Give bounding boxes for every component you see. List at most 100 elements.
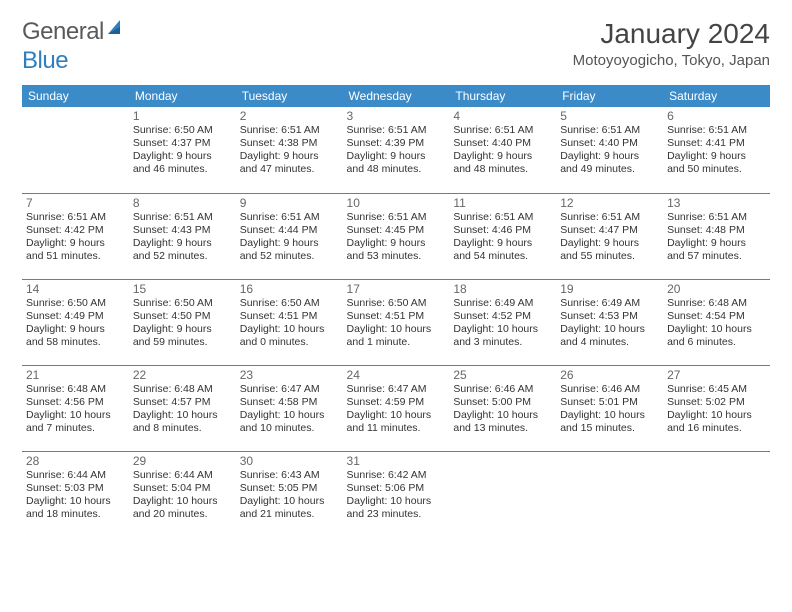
daylight-text: and 53 minutes. xyxy=(347,250,446,263)
daylight-text: and 52 minutes. xyxy=(133,250,232,263)
daylight-text: and 49 minutes. xyxy=(560,163,659,176)
sunset-text: Sunset: 4:46 PM xyxy=(453,224,552,237)
daylight-text: and 48 minutes. xyxy=(347,163,446,176)
daylight-text: Daylight: 9 hours xyxy=(133,237,232,250)
logo-text-a: General xyxy=(22,18,104,46)
weekday-header: Monday xyxy=(129,85,236,107)
sunset-text: Sunset: 4:50 PM xyxy=(133,310,232,323)
day-number: 22 xyxy=(133,368,232,382)
daylight-text: Daylight: 10 hours xyxy=(560,323,659,336)
daylight-text: and 47 minutes. xyxy=(240,163,339,176)
calendar-cell: 24Sunrise: 6:47 AMSunset: 4:59 PMDayligh… xyxy=(343,365,450,451)
day-number: 20 xyxy=(667,282,766,296)
daylight-text: Daylight: 10 hours xyxy=(26,495,125,508)
sunset-text: Sunset: 5:00 PM xyxy=(453,396,552,409)
calendar-row: 28Sunrise: 6:44 AMSunset: 5:03 PMDayligh… xyxy=(22,451,770,537)
daylight-text: Daylight: 9 hours xyxy=(453,150,552,163)
sunrise-text: Sunrise: 6:46 AM xyxy=(453,383,552,396)
day-number: 2 xyxy=(240,109,339,123)
day-number: 15 xyxy=(133,282,232,296)
sunset-text: Sunset: 4:45 PM xyxy=(347,224,446,237)
daylight-text: and 52 minutes. xyxy=(240,250,339,263)
daylight-text: Daylight: 9 hours xyxy=(133,323,232,336)
daylight-text: and 0 minutes. xyxy=(240,336,339,349)
sunrise-text: Sunrise: 6:50 AM xyxy=(133,297,232,310)
day-number: 21 xyxy=(26,368,125,382)
day-number: 26 xyxy=(560,368,659,382)
daylight-text: Daylight: 9 hours xyxy=(667,237,766,250)
day-number: 25 xyxy=(453,368,552,382)
calendar-cell: 1Sunrise: 6:50 AMSunset: 4:37 PMDaylight… xyxy=(129,107,236,193)
calendar-cell: 3Sunrise: 6:51 AMSunset: 4:39 PMDaylight… xyxy=(343,107,450,193)
calendar-cell: 22Sunrise: 6:48 AMSunset: 4:57 PMDayligh… xyxy=(129,365,236,451)
sunrise-text: Sunrise: 6:42 AM xyxy=(347,469,446,482)
sunrise-text: Sunrise: 6:47 AM xyxy=(240,383,339,396)
calendar-row: 21Sunrise: 6:48 AMSunset: 4:56 PMDayligh… xyxy=(22,365,770,451)
daylight-text: and 51 minutes. xyxy=(26,250,125,263)
calendar-cell: 12Sunrise: 6:51 AMSunset: 4:47 PMDayligh… xyxy=(556,193,663,279)
day-number: 30 xyxy=(240,454,339,468)
day-number: 18 xyxy=(453,282,552,296)
sunrise-text: Sunrise: 6:45 AM xyxy=(667,383,766,396)
sunrise-text: Sunrise: 6:51 AM xyxy=(347,124,446,137)
day-number: 8 xyxy=(133,196,232,210)
calendar-cell: 15Sunrise: 6:50 AMSunset: 4:50 PMDayligh… xyxy=(129,279,236,365)
daylight-text: Daylight: 10 hours xyxy=(240,495,339,508)
sunrise-text: Sunrise: 6:50 AM xyxy=(133,124,232,137)
daylight-text: Daylight: 9 hours xyxy=(667,150,766,163)
daylight-text: and 13 minutes. xyxy=(453,422,552,435)
calendar-cell: 19Sunrise: 6:49 AMSunset: 4:53 PMDayligh… xyxy=(556,279,663,365)
sunset-text: Sunset: 4:51 PM xyxy=(240,310,339,323)
sunset-text: Sunset: 5:05 PM xyxy=(240,482,339,495)
sunrise-text: Sunrise: 6:50 AM xyxy=(347,297,446,310)
sunset-text: Sunset: 5:01 PM xyxy=(560,396,659,409)
daylight-text: Daylight: 10 hours xyxy=(26,409,125,422)
day-number: 12 xyxy=(560,196,659,210)
sunrise-text: Sunrise: 6:51 AM xyxy=(453,124,552,137)
calendar-cell: 17Sunrise: 6:50 AMSunset: 4:51 PMDayligh… xyxy=(343,279,450,365)
sunrise-text: Sunrise: 6:46 AM xyxy=(560,383,659,396)
sunrise-text: Sunrise: 6:48 AM xyxy=(667,297,766,310)
sunrise-text: Sunrise: 6:48 AM xyxy=(26,383,125,396)
daylight-text: Daylight: 9 hours xyxy=(240,237,339,250)
sunset-text: Sunset: 5:03 PM xyxy=(26,482,125,495)
calendar-cell: 4Sunrise: 6:51 AMSunset: 4:40 PMDaylight… xyxy=(449,107,556,193)
sunset-text: Sunset: 4:41 PM xyxy=(667,137,766,150)
sunrise-text: Sunrise: 6:48 AM xyxy=(133,383,232,396)
calendar-cell: 28Sunrise: 6:44 AMSunset: 5:03 PMDayligh… xyxy=(22,451,129,537)
daylight-text: Daylight: 10 hours xyxy=(667,323,766,336)
calendar-cell: 25Sunrise: 6:46 AMSunset: 5:00 PMDayligh… xyxy=(449,365,556,451)
day-number: 6 xyxy=(667,109,766,123)
daylight-text: and 7 minutes. xyxy=(26,422,125,435)
day-number: 19 xyxy=(560,282,659,296)
sunset-text: Sunset: 4:47 PM xyxy=(560,224,659,237)
sunrise-text: Sunrise: 6:44 AM xyxy=(26,469,125,482)
daylight-text: and 58 minutes. xyxy=(26,336,125,349)
daylight-text: Daylight: 10 hours xyxy=(240,323,339,336)
day-number: 5 xyxy=(560,109,659,123)
calendar-row: 1Sunrise: 6:50 AMSunset: 4:37 PMDaylight… xyxy=(22,107,770,193)
calendar-cell: 5Sunrise: 6:51 AMSunset: 4:40 PMDaylight… xyxy=(556,107,663,193)
calendar-cell: 7Sunrise: 6:51 AMSunset: 4:42 PMDaylight… xyxy=(22,193,129,279)
day-number: 17 xyxy=(347,282,446,296)
daylight-text: Daylight: 10 hours xyxy=(667,409,766,422)
calendar-cell: 14Sunrise: 6:50 AMSunset: 4:49 PMDayligh… xyxy=(22,279,129,365)
sunset-text: Sunset: 4:42 PM xyxy=(26,224,125,237)
daylight-text: and 46 minutes. xyxy=(133,163,232,176)
calendar-cell: 18Sunrise: 6:49 AMSunset: 4:52 PMDayligh… xyxy=(449,279,556,365)
calendar-cell xyxy=(556,451,663,537)
weekday-header: Tuesday xyxy=(236,85,343,107)
calendar-cell: 11Sunrise: 6:51 AMSunset: 4:46 PMDayligh… xyxy=(449,193,556,279)
calendar-cell: 2Sunrise: 6:51 AMSunset: 4:38 PMDaylight… xyxy=(236,107,343,193)
sunrise-text: Sunrise: 6:49 AM xyxy=(560,297,659,310)
sunset-text: Sunset: 4:51 PM xyxy=(347,310,446,323)
daylight-text: and 10 minutes. xyxy=(240,422,339,435)
daylight-text: Daylight: 10 hours xyxy=(347,323,446,336)
sunrise-text: Sunrise: 6:47 AM xyxy=(347,383,446,396)
sunrise-text: Sunrise: 6:44 AM xyxy=(133,469,232,482)
daylight-text: Daylight: 10 hours xyxy=(347,495,446,508)
sunset-text: Sunset: 4:43 PM xyxy=(133,224,232,237)
calendar-cell xyxy=(22,107,129,193)
calendar-cell: 9Sunrise: 6:51 AMSunset: 4:44 PMDaylight… xyxy=(236,193,343,279)
calendar-cell: 23Sunrise: 6:47 AMSunset: 4:58 PMDayligh… xyxy=(236,365,343,451)
